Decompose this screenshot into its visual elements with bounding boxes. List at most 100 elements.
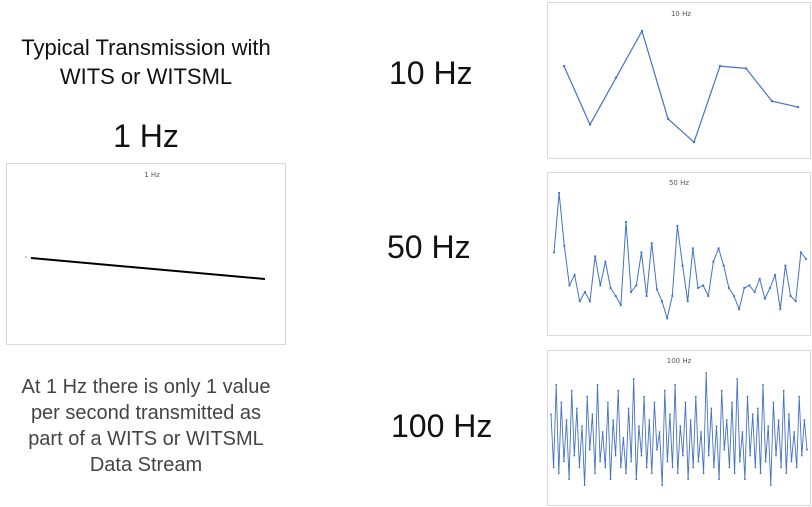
data-point bbox=[617, 389, 620, 392]
data-point bbox=[568, 478, 570, 481]
data-point bbox=[638, 425, 640, 427]
data-point bbox=[656, 448, 658, 451]
data-point bbox=[788, 413, 790, 416]
data-point bbox=[583, 290, 586, 294]
data-point bbox=[601, 431, 604, 433]
data-point bbox=[694, 395, 697, 398]
data-point bbox=[599, 284, 602, 287]
data-point bbox=[563, 244, 566, 247]
chart-panel-50hz: 50 Hz bbox=[547, 172, 811, 336]
data-point bbox=[697, 460, 700, 463]
data-point bbox=[674, 383, 676, 386]
data-point bbox=[702, 472, 705, 475]
data-point bbox=[738, 308, 741, 311]
data-point bbox=[25, 256, 27, 258]
data-point bbox=[594, 255, 597, 258]
data-point bbox=[552, 251, 556, 254]
data-point bbox=[738, 460, 741, 463]
data-point bbox=[583, 484, 586, 486]
data-point bbox=[705, 372, 708, 374]
data-point bbox=[635, 284, 638, 287]
data-point bbox=[763, 297, 766, 300]
data-point bbox=[619, 466, 622, 469]
data-point bbox=[715, 425, 718, 427]
data-point bbox=[607, 401, 609, 404]
data-point bbox=[769, 484, 772, 486]
data-point bbox=[753, 290, 756, 294]
data-point bbox=[731, 401, 733, 404]
data-point bbox=[614, 76, 618, 80]
chart-10hz: 10 Hz bbox=[562, 10, 800, 144]
data-point bbox=[640, 29, 644, 33]
data-point bbox=[640, 454, 643, 457]
data-point bbox=[552, 466, 555, 469]
data-point bbox=[596, 383, 599, 386]
data-point bbox=[795, 466, 798, 469]
data-point bbox=[560, 401, 563, 404]
chart-1hz: 1 Hz bbox=[25, 171, 266, 280]
data-point bbox=[558, 191, 561, 195]
data-point bbox=[669, 413, 671, 416]
description-line-3: part of a WITS or WITSML bbox=[28, 428, 264, 450]
data-point bbox=[790, 460, 793, 463]
description: At 1 Hz there is only 1 value per second… bbox=[0, 374, 292, 478]
data-point bbox=[757, 407, 759, 410]
data-point bbox=[557, 472, 560, 475]
chart-title: 100 Hz bbox=[667, 357, 692, 365]
data-point bbox=[676, 224, 679, 228]
data-point bbox=[630, 290, 633, 294]
data-point bbox=[767, 425, 770, 427]
data-point bbox=[785, 472, 788, 475]
data-point bbox=[746, 395, 749, 398]
data-point bbox=[712, 260, 715, 263]
rate-label-10hz: 10 Hz bbox=[389, 55, 473, 91]
chart-panel-100hz: 100 Hz bbox=[547, 350, 811, 506]
data-point bbox=[789, 294, 792, 298]
data-point bbox=[744, 67, 748, 70]
data-point bbox=[663, 389, 666, 392]
data-point bbox=[775, 454, 777, 457]
data-point bbox=[648, 419, 651, 422]
data-point bbox=[686, 300, 689, 303]
data-point bbox=[707, 294, 710, 298]
data-point bbox=[666, 317, 669, 320]
data-point bbox=[723, 448, 726, 451]
data-point bbox=[793, 431, 795, 433]
data-point bbox=[578, 300, 581, 303]
data-point bbox=[671, 466, 674, 469]
data-point bbox=[798, 395, 801, 398]
data-point bbox=[691, 247, 694, 250]
data-point bbox=[568, 284, 571, 287]
chart-panel-10hz: 10 Hz bbox=[547, 2, 811, 159]
data-point bbox=[563, 460, 565, 463]
data-point bbox=[748, 284, 751, 287]
data-point bbox=[770, 100, 774, 103]
data-point bbox=[692, 141, 696, 144]
data-point bbox=[573, 273, 576, 276]
data-point bbox=[570, 389, 573, 392]
data-point bbox=[782, 389, 785, 392]
data-point bbox=[622, 437, 625, 439]
chart-plot bbox=[25, 256, 266, 280]
data-point bbox=[687, 478, 689, 481]
data-point bbox=[591, 413, 594, 416]
data-point bbox=[578, 466, 581, 469]
data-point bbox=[645, 294, 648, 298]
data-point bbox=[581, 425, 583, 427]
data-point bbox=[725, 419, 728, 422]
data-point bbox=[562, 64, 566, 68]
data-point bbox=[666, 460, 669, 463]
data-point bbox=[751, 413, 754, 416]
data-point bbox=[689, 419, 692, 422]
data-point bbox=[650, 472, 653, 475]
data-point bbox=[594, 472, 596, 475]
chart-panel-1hz: 1 Hz bbox=[6, 163, 286, 345]
series-line bbox=[550, 372, 808, 486]
data-point bbox=[749, 454, 751, 457]
data-point bbox=[682, 454, 684, 457]
data-point bbox=[717, 247, 720, 250]
data-point bbox=[609, 286, 612, 290]
description-line-1: At 1 Hz there is only 1 value bbox=[21, 376, 271, 398]
data-point bbox=[777, 419, 780, 422]
data-point bbox=[653, 401, 656, 404]
